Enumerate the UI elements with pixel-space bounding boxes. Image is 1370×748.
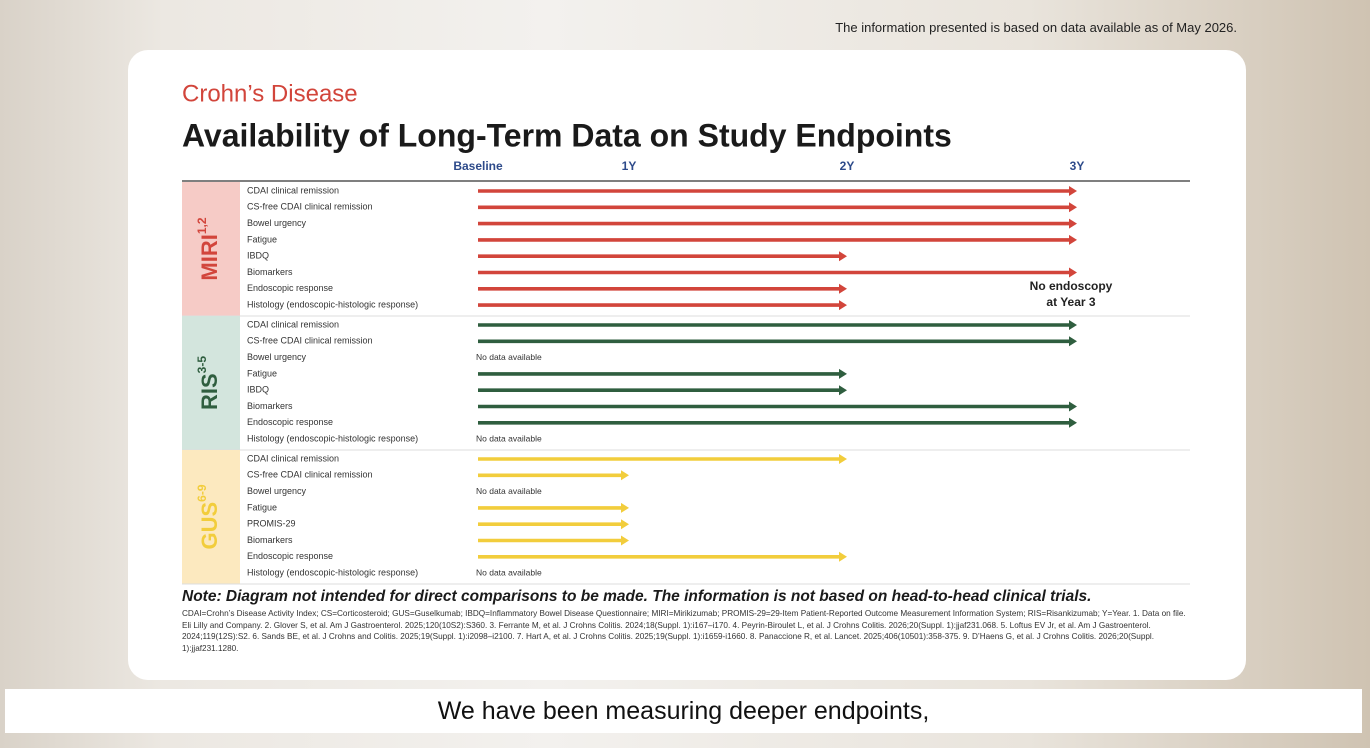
endpoint-label: Bowel urgency [247, 218, 307, 228]
data-arrow [478, 368, 847, 379]
group-name: GUS [197, 502, 222, 550]
data-arrow [478, 535, 629, 546]
group-refs: 6-9 [195, 484, 209, 502]
endpoint-label: Histology (endoscopic-histologic respons… [247, 433, 418, 443]
no-data-note: No data available [476, 352, 542, 362]
endpoint-label: Bowel urgency [247, 486, 307, 496]
group-refs: 1,2 [195, 217, 209, 234]
data-arrow [478, 283, 847, 294]
disclaimer: The information presented is based on da… [835, 20, 1237, 35]
endpoint-label: CDAI clinical remission [247, 185, 339, 195]
timepoint-label: 1Y [622, 159, 637, 173]
endpoint-grid: Baseline 1Y 2Y 3Y MIRI1,2 CDAI clinical remis… [182, 159, 1190, 585]
group-stripe [182, 316, 240, 450]
no-data-note: No data available [476, 486, 542, 496]
data-arrow [478, 186, 1077, 196]
group-name: MIRI [197, 234, 222, 280]
endpoint-label: Histology (endoscopic-histologic respons… [247, 567, 418, 577]
data-arrow [478, 320, 1077, 330]
subtitle-caption: We have been measuring deeper endpoints, [5, 689, 1362, 733]
endpoint-label: Fatigue [247, 234, 277, 244]
data-arrow [478, 218, 1077, 229]
group-refs: 3-5 [195, 356, 209, 374]
endpoint-label: Endoscopic response [247, 283, 333, 293]
title: Availability of Long-Term Data on Study … [182, 117, 952, 153]
data-arrow [478, 551, 847, 562]
timepoint-label: 3Y [1070, 159, 1085, 173]
endpoint-label: CDAI clinical remission [247, 453, 339, 463]
data-arrow [478, 401, 1077, 412]
data-arrow [478, 234, 1077, 245]
endpoint-label: Endoscopic response [247, 551, 333, 561]
endpoint-label: Fatigue [247, 368, 277, 378]
timepoint-label: 2Y [840, 159, 855, 173]
endpoint-label: CS-free CDAI clinical remission [247, 202, 373, 212]
group-label: GUS6-9 [195, 484, 222, 549]
data-arrow [478, 300, 847, 311]
no-data-note: No data available [476, 567, 542, 577]
endpoint-label: IBDQ [247, 385, 269, 395]
data-arrow [478, 336, 1077, 347]
endpoint-label: PROMIS-29 [247, 519, 296, 529]
endpoint-label: Fatigue [247, 502, 277, 512]
endpoint-label: Biomarkers [247, 401, 293, 411]
data-arrow [478, 251, 847, 262]
data-arrow [478, 267, 1077, 278]
no-data-note: No data available [476, 433, 542, 443]
annotation: No endoscopy [1030, 279, 1113, 293]
endpoint-label: Biomarkers [247, 535, 293, 545]
data-arrow [478, 470, 629, 481]
data-arrow [478, 519, 629, 530]
data-arrow [478, 202, 1077, 213]
timepoint-label: Baseline [453, 159, 503, 173]
data-arrow [478, 385, 847, 396]
annotation: at Year 3 [1046, 295, 1095, 309]
endpoint-label: Histology (endoscopic-histologic respons… [247, 299, 418, 309]
endpoint-label: Biomarkers [247, 267, 293, 277]
endpoint-label: CS-free CDAI clinical remission [247, 470, 373, 480]
subtitle: Crohn’s Disease [182, 80, 358, 107]
note: Note: Diagram not intended for direct co… [182, 588, 1092, 605]
endpoint-label: Bowel urgency [247, 352, 307, 362]
group-label: MIRI1,2 [195, 217, 222, 280]
group-name: RIS [197, 373, 222, 410]
group-label: RIS3-5 [195, 356, 222, 410]
data-arrow [478, 502, 629, 513]
endpoint-label: IBDQ [247, 251, 269, 261]
endpoint-label: CS-free CDAI clinical remission [247, 336, 373, 346]
group-stripe [182, 182, 240, 316]
endpoint-label: Endoscopic response [247, 417, 333, 427]
data-arrow [478, 454, 847, 464]
group-stripe [182, 450, 240, 584]
references: CDAI=Crohn’s Disease Activity Index; CS=… [182, 609, 1186, 653]
data-arrow [478, 417, 1077, 428]
endpoint-label: CDAI clinical remission [247, 319, 339, 329]
